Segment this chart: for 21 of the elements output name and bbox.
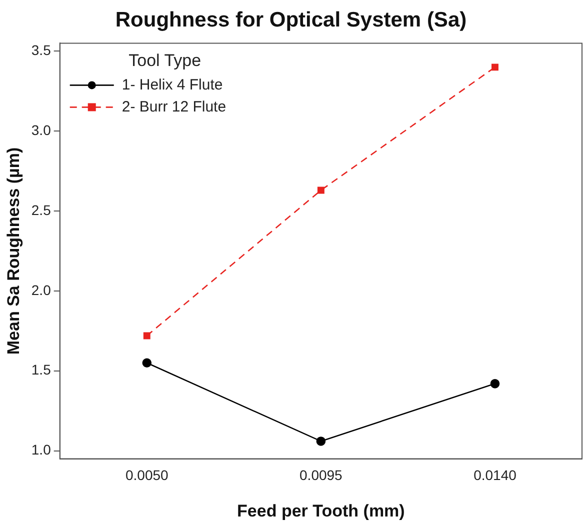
y-tick-label: 2.0 <box>31 282 52 298</box>
y-tick-label: 3.5 <box>31 42 52 58</box>
x-axis-title: Feed per Tooth (mm) <box>237 501 405 520</box>
y-tick-label: 3.0 <box>31 122 52 138</box>
x-tick-label: 0.0140 <box>474 467 517 484</box>
point <box>143 332 150 340</box>
point <box>490 379 500 388</box>
y-axis-title: Mean Sa Roughness (µm) <box>4 147 23 355</box>
x-tick-label: 0.0050 <box>125 467 169 484</box>
legend-label: 1- Helix 4 Flute <box>122 76 223 94</box>
legend-title: Tool Type <box>128 50 202 70</box>
y-tick-label: 1.0 <box>31 442 52 458</box>
legend-label: 2- Burr 12 Flute <box>122 98 226 116</box>
point <box>142 358 152 368</box>
point <box>492 64 498 71</box>
x-tick-label: 0.0095 <box>300 467 343 484</box>
y-tick-label: 2.5 <box>31 202 52 218</box>
point <box>317 186 324 194</box>
point <box>316 436 326 446</box>
chart-title: Roughness for Optical System (Sa) <box>115 8 467 32</box>
y-tick-label: 1.5 <box>31 362 52 378</box>
